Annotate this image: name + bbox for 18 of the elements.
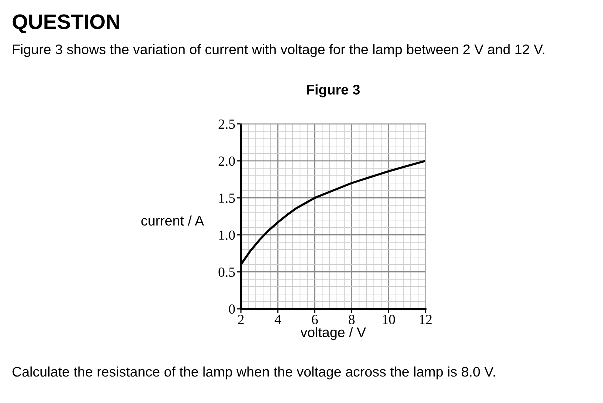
x-tick-label: 4 [274, 315, 282, 324]
chart-subtitle: Figure 3 shows the variation of current with voltage for the lamp between 2 V and 12 V. [13, 44, 545, 58]
y-tick-label: 2.5 [218, 120, 236, 130]
y-tick-label: 0.5 [218, 268, 236, 278]
caption: Figure 3 [307, 84, 360, 98]
y-tick-label: 1.5 [220, 194, 236, 204]
x-tick-label: 2 [238, 315, 244, 324]
x-tick-label: 12 [420, 315, 432, 324]
x-tick-label: 10 [383, 315, 396, 324]
y-tick-label: 1.0 [220, 230, 236, 240]
y-axis-title: current / A [142, 216, 204, 226]
x-tick-label: 8 [348, 315, 355, 324]
x-axis-title: voltage / V [300, 327, 366, 340]
text: QUESTION [12, 14, 120, 34]
x-tick-label: 6 [312, 315, 318, 324]
text: Calculate the resistance of the lamp when the voltage across the lamp is 8.0 V. [12, 366, 496, 380]
y-tick-label: 2.0 [218, 156, 236, 166]
y-tick-label: 0 [229, 304, 236, 314]
